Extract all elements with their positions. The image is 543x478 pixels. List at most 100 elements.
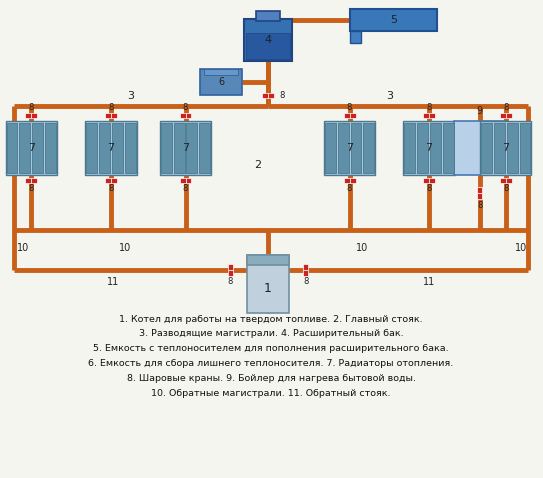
Text: 10: 10: [515, 243, 527, 253]
Bar: [247, 255, 289, 313]
Bar: [20, 123, 30, 174]
Bar: [351, 123, 362, 174]
Text: 8: 8: [503, 184, 508, 193]
Text: 10: 10: [356, 243, 368, 253]
Text: 5: 5: [390, 15, 397, 25]
Text: 8: 8: [279, 91, 285, 100]
Text: 7: 7: [108, 143, 115, 153]
Bar: [443, 123, 454, 174]
Text: 9: 9: [477, 106, 483, 116]
Bar: [404, 123, 415, 174]
Bar: [204, 69, 238, 75]
Bar: [186, 113, 192, 118]
Bar: [506, 178, 512, 183]
Text: 8: 8: [183, 103, 188, 112]
Bar: [111, 178, 117, 183]
Bar: [262, 93, 268, 98]
Text: 7: 7: [346, 143, 353, 153]
Text: 3: 3: [127, 91, 134, 101]
Bar: [256, 11, 280, 22]
Text: 7: 7: [28, 143, 35, 153]
Text: 8: 8: [303, 277, 308, 286]
Bar: [430, 123, 441, 174]
Text: 11: 11: [423, 277, 435, 287]
Text: 1: 1: [264, 282, 272, 295]
Text: 8: 8: [29, 103, 34, 112]
Bar: [429, 178, 435, 183]
Bar: [344, 178, 350, 183]
Bar: [26, 113, 31, 118]
Bar: [520, 123, 531, 174]
Bar: [99, 123, 110, 174]
Bar: [507, 123, 517, 174]
Text: 2: 2: [255, 161, 262, 171]
Bar: [344, 113, 350, 118]
Bar: [403, 120, 455, 175]
Bar: [325, 123, 336, 174]
Bar: [174, 123, 185, 174]
Text: 7: 7: [426, 143, 433, 153]
Bar: [247, 255, 289, 265]
Bar: [494, 123, 504, 174]
Text: 11: 11: [107, 277, 119, 287]
Text: 3: 3: [386, 91, 393, 101]
Bar: [417, 123, 428, 174]
Bar: [111, 113, 117, 118]
Bar: [477, 193, 482, 199]
Text: 8: 8: [426, 103, 432, 112]
Text: 8: 8: [108, 184, 113, 193]
Bar: [244, 19, 292, 61]
Text: 1. Котел для работы на твердом топливе. 2. Главный стояк.: 1. Котел для работы на твердом топливе. …: [119, 315, 423, 324]
Bar: [506, 113, 512, 118]
Bar: [125, 123, 136, 174]
Bar: [180, 113, 186, 118]
Bar: [228, 270, 233, 276]
Bar: [350, 10, 437, 31]
Text: 8: 8: [503, 103, 508, 112]
Bar: [304, 270, 308, 276]
Bar: [5, 120, 57, 175]
Bar: [31, 178, 37, 183]
Bar: [500, 113, 506, 118]
Bar: [338, 123, 349, 174]
Bar: [112, 123, 123, 174]
Text: 7: 7: [502, 143, 509, 153]
Bar: [7, 123, 17, 174]
Bar: [480, 120, 532, 175]
Text: 10: 10: [16, 243, 29, 253]
Bar: [350, 178, 356, 183]
Bar: [350, 113, 356, 118]
Text: 8: 8: [108, 103, 113, 112]
Bar: [423, 113, 429, 118]
Bar: [26, 178, 31, 183]
Text: 8: 8: [477, 201, 483, 210]
Text: 6: 6: [218, 77, 224, 87]
Bar: [423, 178, 429, 183]
Bar: [161, 123, 172, 174]
Bar: [454, 120, 506, 175]
Bar: [31, 113, 37, 118]
Bar: [304, 264, 308, 270]
Text: 10. Обратные магистрали. 11. Обратный стояк.: 10. Обратные магистрали. 11. Обратный ст…: [151, 389, 391, 398]
Text: 8: 8: [347, 103, 352, 112]
Text: 8: 8: [228, 277, 233, 286]
Text: 8: 8: [29, 184, 34, 193]
Text: 8: 8: [347, 184, 352, 193]
Text: 4: 4: [264, 35, 272, 45]
Bar: [246, 33, 290, 59]
Bar: [363, 123, 375, 174]
Bar: [180, 178, 186, 183]
Bar: [105, 113, 111, 118]
Bar: [477, 187, 482, 193]
Text: 8: 8: [426, 184, 432, 193]
Text: 8. Шаровые краны. 9. Бойлер для нагрева бытовой воды.: 8. Шаровые краны. 9. Бойлер для нагрева …: [127, 374, 415, 383]
Text: 7: 7: [182, 143, 189, 153]
Bar: [86, 123, 97, 174]
Bar: [85, 120, 137, 175]
Bar: [324, 120, 375, 175]
Text: 6. Емкость для сбора лишнего теплоносителя. 7. Радиаторы отопления.: 6. Емкость для сбора лишнего теплоносите…: [89, 359, 453, 368]
Bar: [481, 123, 492, 174]
Bar: [45, 123, 56, 174]
Text: 10: 10: [119, 243, 131, 253]
Bar: [350, 31, 362, 43]
